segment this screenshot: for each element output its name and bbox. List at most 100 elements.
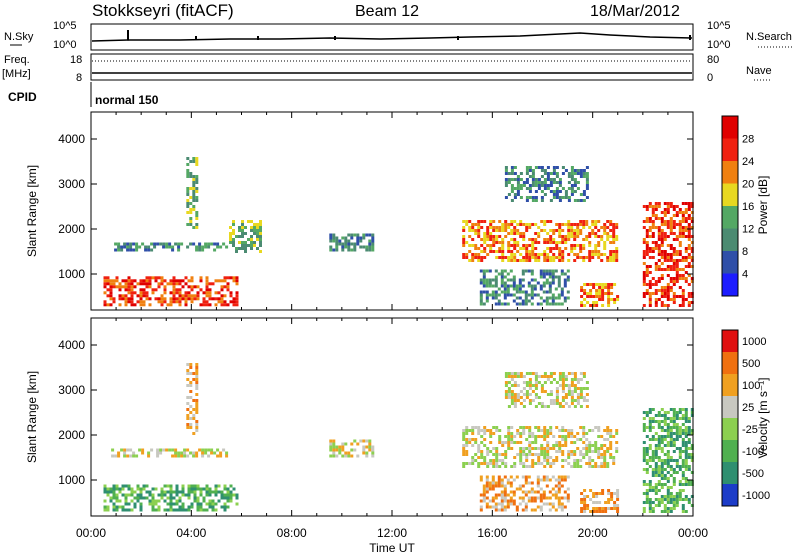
data-cell xyxy=(118,282,122,286)
data-cell xyxy=(235,294,239,298)
data-cell xyxy=(681,432,685,435)
data-cell xyxy=(202,300,206,304)
data-cell xyxy=(601,292,605,295)
data-cell xyxy=(546,256,550,259)
data-cell xyxy=(497,287,501,291)
data-cell xyxy=(684,277,688,280)
data-cell xyxy=(202,487,206,491)
data-cell xyxy=(510,253,514,256)
data-cell xyxy=(509,499,513,503)
data-cell xyxy=(503,287,507,291)
data-cell xyxy=(586,507,590,510)
data-cell xyxy=(217,279,221,283)
data-cell xyxy=(513,402,517,405)
data-cell xyxy=(504,462,508,465)
data-cell xyxy=(573,253,577,256)
data-cell xyxy=(510,223,514,226)
data-cell xyxy=(115,505,119,509)
data-cell xyxy=(506,290,510,294)
data-cell xyxy=(660,498,664,501)
data-cell xyxy=(534,196,538,199)
data-cell xyxy=(479,493,483,497)
data-cell xyxy=(519,372,523,375)
data-cell xyxy=(368,248,372,252)
data-cell xyxy=(573,435,577,438)
data-cell xyxy=(525,172,529,175)
data-cell xyxy=(528,166,532,169)
data-cell xyxy=(483,256,487,259)
data-cell xyxy=(528,244,532,247)
data-cell xyxy=(687,438,691,441)
data-cell xyxy=(468,250,472,253)
data-cell xyxy=(510,229,514,232)
data-cell xyxy=(208,288,212,292)
data-cell xyxy=(513,435,517,438)
data-cell xyxy=(169,490,173,494)
data-cell xyxy=(546,441,550,444)
data-cell xyxy=(130,294,134,298)
data-cell xyxy=(519,435,523,438)
data-cell xyxy=(480,220,484,223)
data-cell xyxy=(528,432,532,435)
data-cell xyxy=(552,247,556,250)
data-cell xyxy=(645,289,649,292)
data-cell xyxy=(130,291,134,295)
data-cell xyxy=(498,441,502,444)
data-cell xyxy=(223,294,227,298)
data-cell xyxy=(106,487,110,491)
data-cell xyxy=(480,259,484,262)
data-cell xyxy=(663,250,667,253)
data-cell xyxy=(163,493,167,497)
data-cell xyxy=(166,508,170,512)
data-cell xyxy=(216,245,220,249)
data-cell xyxy=(103,300,107,304)
data-cell xyxy=(160,282,164,286)
data-cell xyxy=(148,490,152,494)
data-cell xyxy=(657,468,661,471)
data-cell xyxy=(190,484,194,488)
data-cell xyxy=(220,288,224,292)
data-cell xyxy=(507,387,511,390)
data-cell xyxy=(509,284,513,288)
data-cell xyxy=(582,429,586,432)
data-cell xyxy=(525,456,529,459)
data-cell xyxy=(607,295,611,298)
data-cell xyxy=(660,289,664,292)
data-cell xyxy=(567,429,571,432)
data-cell xyxy=(555,181,559,184)
data-cell xyxy=(199,502,203,506)
data-cell xyxy=(531,244,535,247)
data-cell xyxy=(513,372,517,375)
data-cell xyxy=(648,501,652,504)
data-cell xyxy=(338,448,342,452)
data-cell xyxy=(663,232,667,235)
data-cell xyxy=(607,298,611,301)
data-cell xyxy=(516,190,520,193)
data-cell xyxy=(124,484,128,488)
data-cell xyxy=(135,248,139,252)
data-cell xyxy=(522,393,526,396)
data-cell xyxy=(536,293,540,297)
nave-tick-top: 80 xyxy=(707,54,719,66)
data-cell xyxy=(528,426,532,429)
colorbar-swatch xyxy=(722,116,738,139)
data-cell xyxy=(557,478,561,482)
data-cell xyxy=(678,429,682,432)
data-cell xyxy=(666,253,670,256)
data-cell xyxy=(479,478,483,482)
data-cell xyxy=(186,169,190,172)
data-cell xyxy=(512,281,516,285)
data-cell xyxy=(543,259,547,262)
data-cell xyxy=(524,493,528,497)
data-cell xyxy=(642,426,646,429)
data-cell xyxy=(666,202,670,205)
data-cell xyxy=(669,408,673,411)
data-cell xyxy=(534,247,538,250)
data-cell xyxy=(660,474,664,477)
data-cell xyxy=(506,287,510,291)
data-cell xyxy=(675,504,679,507)
data-cell xyxy=(606,256,610,259)
data-cell xyxy=(537,396,541,399)
data-cell xyxy=(142,279,146,283)
data-cell xyxy=(573,405,577,408)
